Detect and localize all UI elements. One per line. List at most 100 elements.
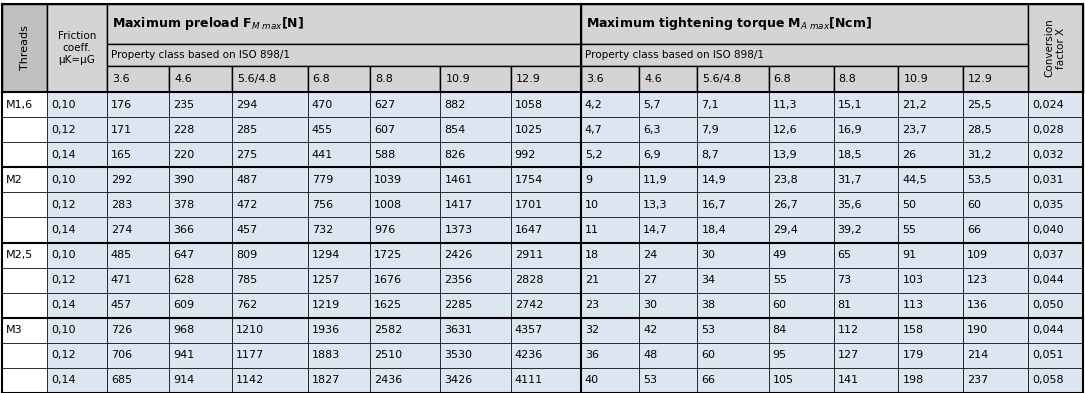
Text: 11: 11 [585, 225, 599, 235]
Text: 13,9: 13,9 [773, 150, 797, 160]
Bar [370, 343, 441, 368]
Bar [639, 92, 698, 117]
Bar [2, 242, 48, 268]
Bar [769, 293, 833, 318]
Text: 12,6: 12,6 [773, 125, 797, 135]
Bar [106, 66, 169, 92]
Bar [833, 142, 898, 167]
Bar [370, 217, 441, 242]
Text: 3530: 3530 [445, 351, 472, 360]
Bar [639, 117, 698, 142]
Bar [441, 368, 511, 393]
Text: 11,3: 11,3 [773, 99, 797, 110]
Text: 49: 49 [773, 250, 787, 260]
Text: 1647: 1647 [514, 225, 542, 235]
Text: 53: 53 [702, 325, 715, 335]
Text: 6.8: 6.8 [774, 74, 791, 84]
Bar [169, 268, 232, 293]
Bar [48, 217, 106, 242]
Text: 26: 26 [903, 150, 917, 160]
Bar [769, 117, 833, 142]
Bar [441, 293, 511, 318]
Bar [698, 167, 769, 192]
Bar [898, 368, 963, 393]
Bar [232, 92, 308, 117]
Bar [698, 192, 769, 217]
Bar [48, 318, 106, 343]
Text: 40: 40 [585, 375, 599, 386]
Text: 992: 992 [514, 150, 536, 160]
Text: 1417: 1417 [445, 200, 473, 210]
Bar [963, 318, 1027, 343]
Bar [308, 217, 370, 242]
Text: 487: 487 [237, 175, 257, 185]
Text: 9: 9 [585, 175, 592, 185]
Text: 10: 10 [585, 200, 599, 210]
Text: 441: 441 [311, 150, 333, 160]
Text: 4,7: 4,7 [585, 125, 602, 135]
Bar [580, 343, 639, 368]
Bar [511, 368, 580, 393]
Text: Friction
coeff.
μK=μG: Friction coeff. μK=μG [58, 31, 97, 64]
Bar [580, 44, 1027, 66]
Text: 73: 73 [838, 275, 852, 285]
Bar [833, 318, 898, 343]
Text: 5.6/4.8: 5.6/4.8 [237, 74, 277, 84]
Bar [580, 66, 639, 92]
Bar [898, 167, 963, 192]
Text: 24: 24 [643, 250, 658, 260]
Bar [833, 293, 898, 318]
Bar [963, 66, 1027, 92]
Bar [370, 167, 441, 192]
Text: Property class based on ISO 898/1: Property class based on ISO 898/1 [111, 50, 290, 60]
Text: 26,7: 26,7 [773, 200, 797, 210]
Text: 274: 274 [111, 225, 132, 235]
Text: 7,1: 7,1 [702, 99, 719, 110]
Bar [48, 293, 106, 318]
Bar [639, 167, 698, 192]
Text: 10.9: 10.9 [904, 74, 928, 84]
Bar [639, 242, 698, 268]
Text: 48: 48 [643, 351, 658, 360]
Bar [48, 192, 106, 217]
Text: 21,2: 21,2 [903, 99, 927, 110]
Bar [232, 217, 308, 242]
Text: 1754: 1754 [514, 175, 542, 185]
Text: 23: 23 [585, 300, 599, 310]
Text: 60: 60 [702, 351, 715, 360]
Text: 179: 179 [903, 351, 923, 360]
Bar [963, 217, 1027, 242]
Text: 2436: 2436 [374, 375, 403, 386]
Bar [48, 117, 106, 142]
Text: 5.6/4.8: 5.6/4.8 [702, 74, 742, 84]
Bar [169, 242, 232, 268]
Bar [580, 217, 639, 242]
Bar [169, 343, 232, 368]
Bar [511, 343, 580, 368]
Bar [833, 268, 898, 293]
Bar [2, 142, 48, 167]
Text: 0,044: 0,044 [1032, 275, 1063, 285]
Text: 18: 18 [585, 250, 599, 260]
Bar [898, 318, 963, 343]
Bar [639, 192, 698, 217]
Text: 103: 103 [903, 275, 923, 285]
Bar [833, 368, 898, 393]
Bar [898, 192, 963, 217]
Text: 65: 65 [838, 250, 852, 260]
Bar [511, 268, 580, 293]
Text: 0,12: 0,12 [51, 125, 76, 135]
Text: 5,2: 5,2 [585, 150, 602, 160]
Bar [769, 167, 833, 192]
Bar [308, 293, 370, 318]
Text: 31,7: 31,7 [838, 175, 863, 185]
Bar [370, 142, 441, 167]
Text: 854: 854 [445, 125, 465, 135]
Bar [511, 192, 580, 217]
Bar [511, 92, 580, 117]
Bar [308, 92, 370, 117]
Bar [698, 66, 769, 92]
Bar [370, 66, 441, 92]
Text: M2: M2 [7, 175, 23, 185]
Text: 23,8: 23,8 [773, 175, 797, 185]
